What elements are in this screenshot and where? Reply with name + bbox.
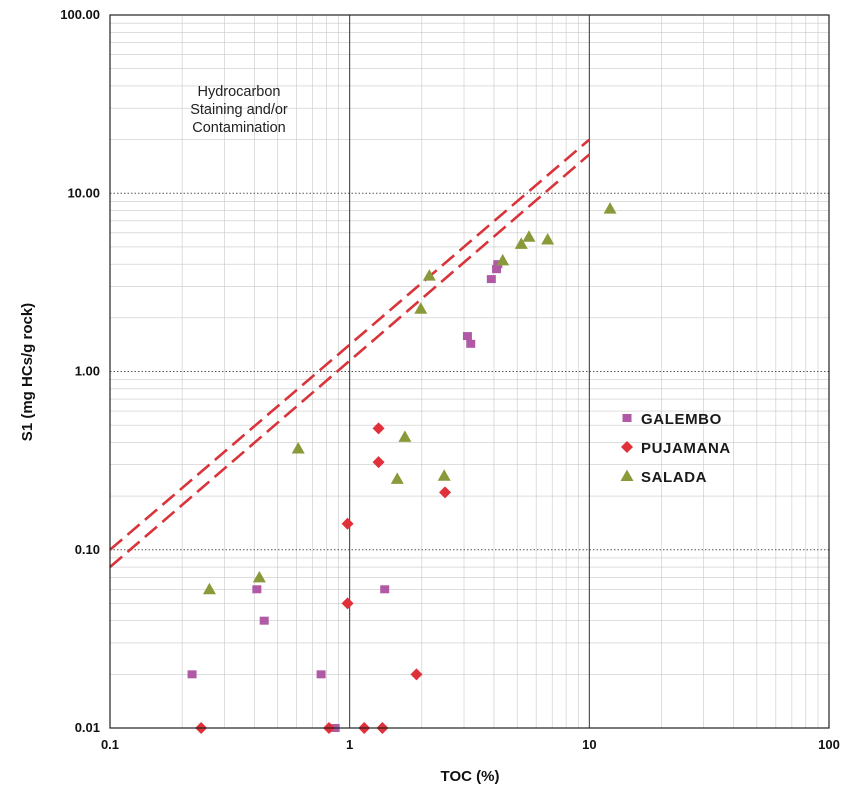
legend-label-salada: SALADA — [641, 469, 707, 486]
galembo-point — [316, 670, 326, 679]
pujamana-point — [341, 517, 354, 530]
salada-point — [496, 253, 510, 266]
grid-major — [110, 15, 829, 728]
y-tick-label: 0.01 — [75, 720, 100, 735]
legend: GALEMBO PUJAMANA SALADA — [620, 411, 731, 486]
salada-point — [514, 237, 528, 249]
galembo-point — [492, 265, 502, 274]
salada-point — [437, 469, 451, 481]
legend-label-galembo: GALEMBO — [641, 411, 722, 428]
galembo-point — [187, 670, 197, 679]
y-tick-label: 100.00 — [60, 7, 100, 22]
salada-point — [252, 570, 266, 583]
x-tick-label: 100 — [818, 737, 840, 752]
x-axis-title: TOC (%) — [441, 768, 500, 785]
salada-point — [541, 233, 555, 245]
legend-marker-galembo — [622, 414, 632, 422]
legend-label-pujamana: PUJAMANA — [641, 440, 731, 457]
galembo-point — [252, 585, 262, 594]
salada-point — [603, 202, 617, 214]
x-tick-labels: 0.1 1 10 100 — [101, 737, 840, 752]
x-tick-label: 10 — [582, 737, 596, 752]
galembo-point — [462, 332, 472, 341]
salada-point — [422, 269, 436, 281]
galembo-point — [486, 275, 496, 284]
salada-point — [522, 230, 536, 242]
annotation-line-3: Contamination — [192, 120, 286, 136]
x-tick-label: 1 — [346, 737, 353, 752]
salada-point — [398, 430, 412, 442]
annotation-line-1: Hydrocarbon — [197, 84, 280, 100]
galembo-point — [259, 616, 269, 625]
pujamana-point — [341, 597, 354, 610]
salada-point — [202, 582, 216, 595]
galembo-point — [466, 339, 476, 348]
annotation-line-2: Staining and/or — [190, 102, 288, 118]
salada-point — [291, 441, 305, 454]
pujamana-point — [372, 422, 385, 435]
reference-lines — [109, 138, 591, 569]
data-points — [187, 202, 617, 734]
y-tick-label: 10.00 — [67, 185, 100, 200]
y-tick-labels: 0.01 0.10 1.00 10.00 100.00 — [60, 7, 100, 735]
y-tick-label: 1.00 — [75, 364, 100, 379]
galembo-point — [380, 585, 390, 594]
pujamana-point — [439, 486, 452, 499]
dashed-reference-line — [109, 138, 591, 551]
legend-marker-pujamana — [621, 441, 633, 453]
salada-point — [390, 472, 404, 484]
y-tick-label: 0.10 — [75, 542, 100, 557]
salada-point — [414, 302, 428, 314]
y-axis-title: S1 (mg HCs/g rock) — [19, 303, 36, 441]
x-tick-label: 0.1 — [101, 737, 119, 752]
dashed-reference-line — [109, 153, 591, 569]
legend-marker-salada — [620, 469, 634, 481]
pujamana-point — [410, 668, 423, 681]
plot-frame — [109, 14, 830, 729]
pujamana-point — [372, 456, 385, 469]
